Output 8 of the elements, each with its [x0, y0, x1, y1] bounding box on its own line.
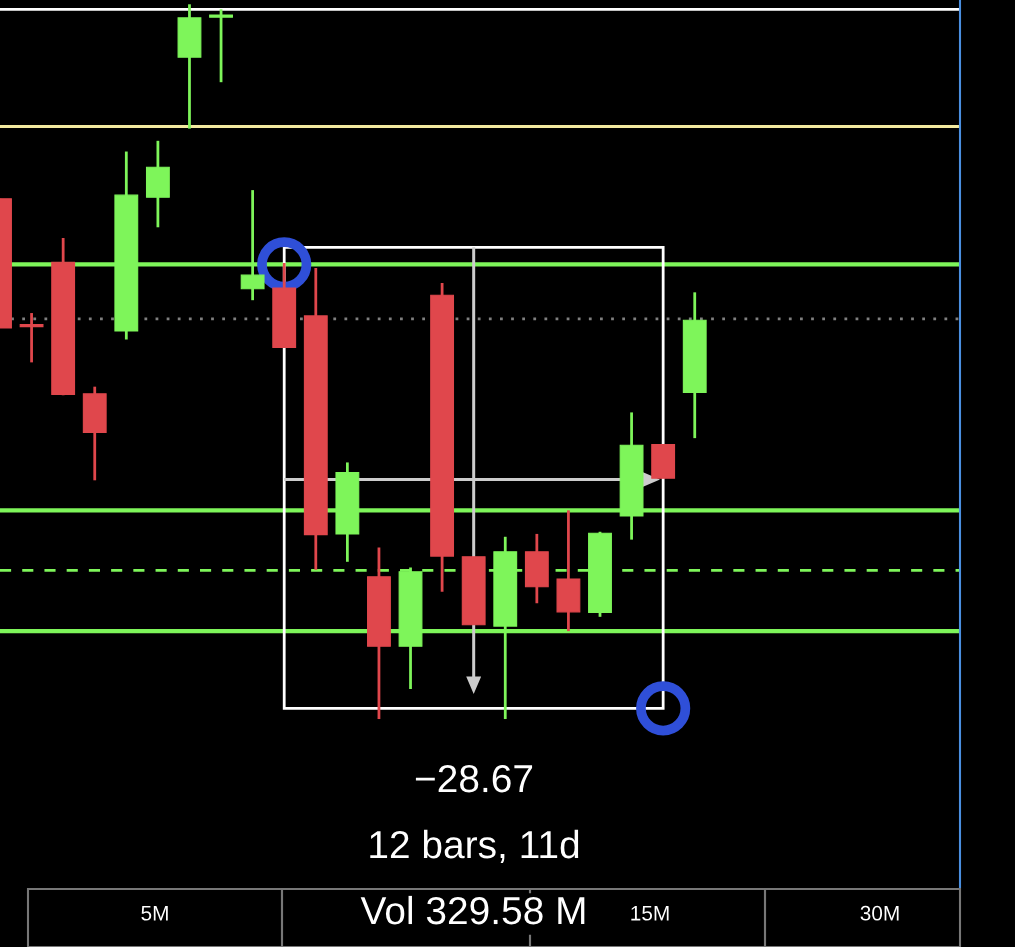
text: 30M: [860, 905, 899, 921]
text: 5M: [141, 906, 168, 921]
candlestick: [19, 311, 44, 364]
text: 15M: [631, 906, 669, 921]
text: 12 bars, 11d: [370, 829, 579, 864]
candlestick: [209, 7, 233, 84]
text: −28.67: [415, 764, 533, 793]
text: Vol 329.58 M: [360, 895, 585, 925]
